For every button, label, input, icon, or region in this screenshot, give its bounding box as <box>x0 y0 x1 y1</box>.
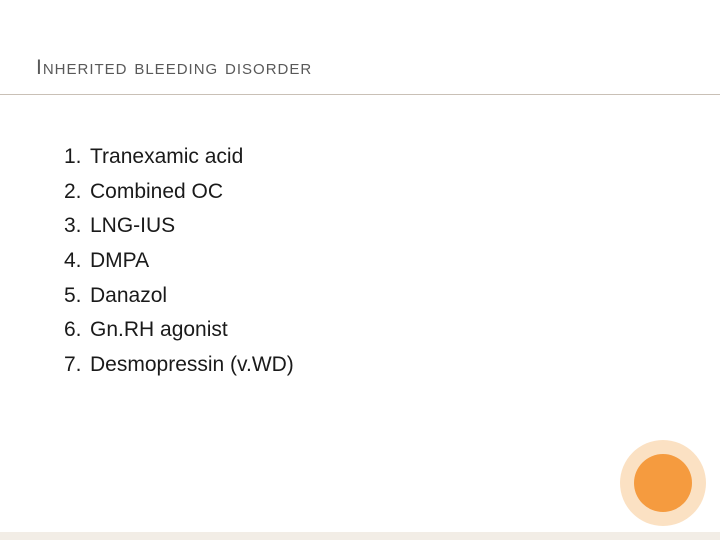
list-item: 4. DMPA <box>64 244 294 279</box>
slide-title: Inherited bleeding disorder <box>36 56 312 80</box>
list-text: Gn.RH agonist <box>90 313 228 348</box>
list-number: 3. <box>64 209 90 244</box>
list-number: 1. <box>64 140 90 175</box>
list-item: 3. LNG-IUS <box>64 209 294 244</box>
title-underline <box>0 94 720 95</box>
list-text: Combined OC <box>90 175 223 210</box>
list-item: 7. Desmopressin (v.WD) <box>64 348 294 383</box>
content-list: 1. Tranexamic acid 2. Combined OC 3. LNG… <box>64 140 294 382</box>
list-text: DMPA <box>90 244 149 279</box>
list-number: 6. <box>64 313 90 348</box>
list-text: LNG-IUS <box>90 209 175 244</box>
list-text: Danazol <box>90 279 167 314</box>
list-number: 2. <box>64 175 90 210</box>
list-number: 4. <box>64 244 90 279</box>
list-item: 1. Tranexamic acid <box>64 140 294 175</box>
list-number: 7. <box>64 348 90 383</box>
list-text: Desmopressin (v.WD) <box>90 348 294 383</box>
decoration-circle-inner <box>634 454 692 512</box>
slide: Inherited bleeding disorder 1. Tranexami… <box>0 0 720 540</box>
list-text: Tranexamic acid <box>90 140 243 175</box>
list-item: 6. Gn.RH agonist <box>64 313 294 348</box>
list-item: 2. Combined OC <box>64 175 294 210</box>
list-number: 5. <box>64 279 90 314</box>
footer-bar <box>0 532 720 540</box>
list-item: 5. Danazol <box>64 279 294 314</box>
